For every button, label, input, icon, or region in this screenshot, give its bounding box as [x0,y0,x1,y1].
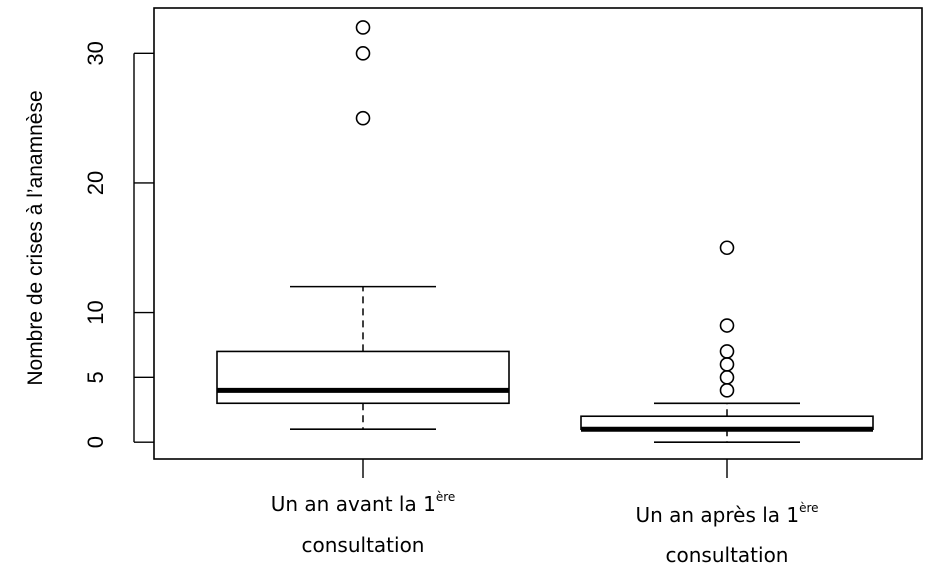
outlier-point [355,46,371,61]
x-category-label: Un an après la 1ère [635,501,818,527]
x-category-label-sup: ère [799,501,818,515]
x-category-label-main: Un an avant la 1 [271,492,436,516]
outlier-point [719,383,735,398]
box-group [216,20,510,430]
y-tick-label: 0 [83,436,108,448]
iqr-box [216,350,510,405]
outlier-point [355,20,371,35]
x-category-label-line2: consultation [302,533,425,557]
x-category-label-line2: consultation [666,543,789,567]
x-category-label-sup: ère [436,490,455,504]
outlier-point [719,318,735,333]
y-tick-label: 30 [83,41,108,65]
x-category-label: Un an avant la 1ère [271,490,456,516]
outlier-point [719,344,735,359]
boxes [216,20,874,443]
outlier-point [355,110,371,126]
plot-frame [153,7,923,460]
outlier-point [719,240,735,256]
y-tick-label: 20 [83,171,108,195]
box-group [580,240,874,443]
outlier-point [719,357,735,372]
outlier-point [719,370,735,385]
y-tick-label: 5 [83,371,108,383]
y-axis-label: Nombre de crises à l’anamnèse [24,90,47,385]
y-axis: 0 5 10 20 30 [83,41,154,448]
y-tick-label: 10 [83,300,108,324]
x-category-label-main: Un an après la 1 [635,503,799,527]
